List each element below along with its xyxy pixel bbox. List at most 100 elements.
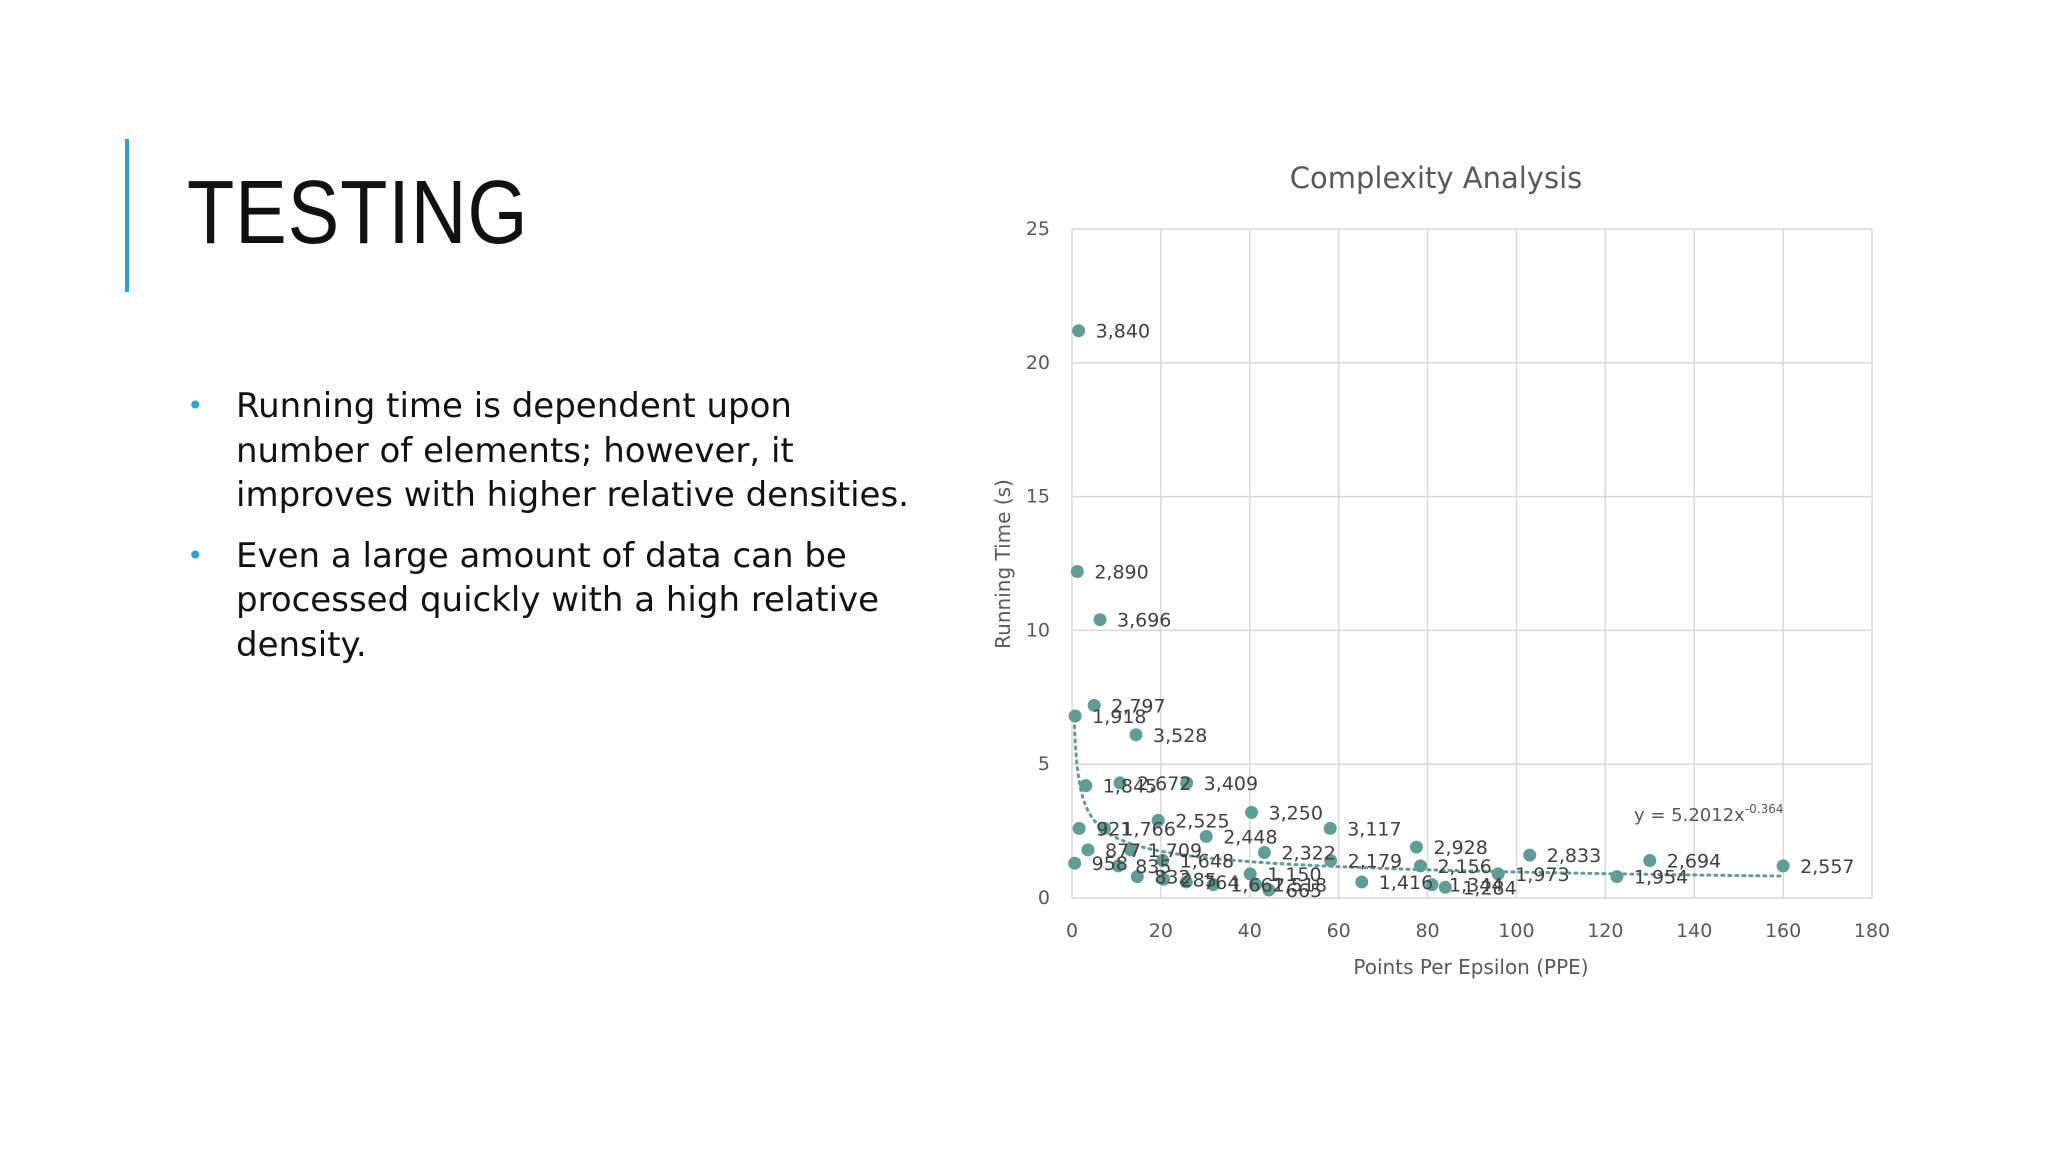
trendline-equation-base: y = 5.2012x (1634, 805, 1745, 826)
data-label: 1,662 (1230, 875, 1284, 897)
trendline-equation-exponent: -0.364 (1745, 802, 1784, 816)
data-point (1413, 859, 1427, 873)
x-axis-label: Points Per Epsilon (PPE) (1353, 955, 1588, 979)
data-point (1776, 859, 1790, 873)
data-point (1206, 878, 1220, 892)
data-point (1610, 870, 1624, 884)
x-tick-label: 100 (1498, 920, 1534, 942)
data-point (1199, 829, 1213, 843)
data-point (1070, 565, 1084, 579)
data-label: 3,409 (1204, 773, 1258, 795)
data-point (1151, 813, 1165, 827)
y-axis-label: Running Time (s) (991, 479, 1015, 649)
data-label: 921 (1096, 818, 1132, 840)
data-label: 2,557 (1800, 856, 1854, 878)
y-tick-label: 10 (1026, 619, 1050, 641)
x-tick-label: 60 (1327, 920, 1351, 942)
x-tick-label: 0 (1066, 920, 1078, 942)
bullet-text: Even a large amount of data can be proce… (236, 535, 880, 665)
data-point (1257, 846, 1271, 860)
y-tick-label: 0 (1038, 887, 1050, 909)
x-axis-tick-labels: 0 20 40 60 80 100 120 140 160 180 (1066, 920, 1890, 942)
data-point (1323, 821, 1337, 835)
data-label: 665 (1286, 880, 1322, 902)
y-tick-label: 15 (1026, 486, 1050, 508)
data-point (1124, 843, 1138, 857)
data-label: 2,672 (1137, 773, 1191, 795)
data-label: 1,973 (1515, 864, 1569, 886)
data-point (1249, 878, 1263, 892)
data-label: 1,766 (1121, 818, 1175, 840)
data-label: 2,890 (1094, 562, 1148, 584)
data-point (1180, 776, 1194, 790)
bullet-icon: • (187, 538, 204, 572)
trendline-equation: y = 5.2012x-0.364 (1634, 802, 1784, 826)
data-label: 2,179 (1348, 851, 1402, 873)
data-point (1129, 728, 1143, 742)
x-tick-label: 120 (1587, 920, 1623, 942)
data-point (1245, 805, 1259, 819)
chart-title: Complexity Analysis (1290, 161, 1583, 195)
data-label: 1,284 (1462, 877, 1516, 899)
data-point (1438, 880, 1452, 894)
data-label: 835 (1135, 856, 1171, 878)
data-point (1072, 821, 1086, 835)
data-label: 1,648 (1180, 851, 1234, 873)
data-point (1111, 859, 1125, 873)
data-point (1643, 854, 1657, 868)
bullet-icon: • (187, 389, 204, 422)
data-label: 1,845 (1103, 776, 1157, 798)
data-point (1087, 698, 1101, 712)
data-points (1068, 324, 1790, 897)
data-point (1523, 848, 1537, 862)
data-point (1491, 867, 1505, 881)
data-label: 2,322 (1281, 843, 1335, 865)
x-tick-label: 40 (1238, 920, 1262, 942)
data-point (1081, 843, 1095, 857)
x-tick-label: 140 (1676, 920, 1712, 942)
data-point (1097, 821, 1111, 835)
bullet-text: Running time is dependent upon number of… (236, 386, 909, 515)
data-label: 1,416 (1379, 872, 1433, 894)
x-tick-label: 80 (1415, 920, 1439, 942)
data-label: 1,709 (1148, 840, 1202, 862)
data-label: 764 (1203, 872, 1239, 894)
data-point (1093, 613, 1107, 627)
data-point (1324, 854, 1338, 868)
data-label: 3,250 (1269, 802, 1323, 824)
y-tick-label: 20 (1026, 352, 1050, 374)
data-point (1262, 883, 1276, 897)
data-point (1072, 324, 1086, 338)
data-label: 3,117 (1347, 818, 1401, 840)
data-point (1113, 776, 1127, 790)
x-tick-label: 20 (1149, 920, 1173, 942)
data-label: 2,797 (1111, 695, 1165, 717)
data-point (1409, 840, 1423, 854)
data-point (1425, 878, 1439, 892)
data-point (1179, 875, 1193, 889)
data-label: 1,918 (1092, 706, 1146, 728)
data-point (1156, 854, 1170, 868)
slide-title: TESTING (187, 163, 529, 263)
data-point (1079, 779, 1093, 793)
data-label: 2,156 (1437, 856, 1491, 878)
data-label: 2,694 (1667, 851, 1721, 873)
data-label: 285 (1181, 869, 1217, 891)
bullet-list: • Running time is dependent upon number … (187, 384, 927, 683)
data-label: 2,448 (1223, 826, 1277, 848)
data-label: 877 (1105, 840, 1141, 862)
data-label: 1,518 (1273, 875, 1327, 897)
title-accent-bar (125, 139, 129, 292)
x-tick-label: 160 (1765, 920, 1801, 942)
data-label: 2,928 (1433, 837, 1487, 859)
data-label: 2,833 (1547, 845, 1601, 867)
data-point (1355, 875, 1369, 889)
y-tick-label: 5 (1038, 753, 1050, 775)
data-point (1068, 856, 1082, 870)
y-axis-tick-labels: 0 5 10 15 20 25 (1026, 218, 1050, 909)
power-trendline (1072, 717, 1785, 878)
chart-gridlines (1071, 228, 1873, 899)
data-label: 3,696 (1117, 610, 1171, 632)
